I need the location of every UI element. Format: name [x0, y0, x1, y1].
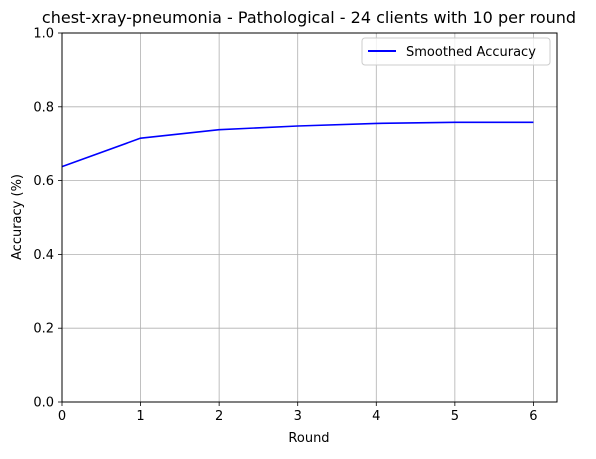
x-tick-label: 0 [58, 409, 66, 424]
series-line-smoothed-accuracy [61, 121, 534, 168]
y-tick-label: 0.4 [33, 248, 54, 263]
x-tick-label: 2 [215, 409, 223, 424]
x-tick-label: 3 [294, 409, 302, 424]
legend: Smoothed Accuracy [361, 37, 551, 66]
plot-area-frame [61, 32, 558, 403]
series-layer [61, 121, 534, 168]
legend-label: Smoothed Accuracy [406, 45, 536, 60]
x-axis-label: Round [288, 431, 329, 446]
y-tick-label: 0.0 [33, 396, 54, 411]
x-tick-label: 6 [529, 409, 537, 424]
y-tick-label: 0.2 [33, 322, 54, 337]
y-tick-label: 0.8 [33, 100, 54, 115]
x-tick-label: 1 [136, 409, 144, 424]
grid [61, 32, 557, 403]
y-tick-label: 0.6 [33, 174, 54, 189]
legend-box [361, 37, 551, 66]
y-tick-label: 1.0 [33, 27, 54, 42]
chart-title: chest-xray-pneumonia - Pathological - 24… [42, 8, 576, 27]
x-tick-label: 4 [372, 409, 380, 424]
x-tick-label: 5 [451, 409, 459, 424]
y-axis-label: Accuracy (%) [10, 174, 25, 260]
axis-ticks: 0 1 2 3 4 5 6 0.0 0.2 0.4 0.6 0.8 1.0 [33, 27, 537, 425]
